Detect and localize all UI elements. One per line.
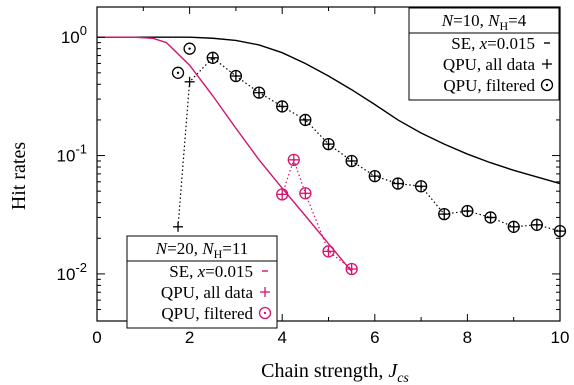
data-point-plus — [173, 221, 184, 232]
data-point-circle — [345, 154, 358, 168]
legend-label: QPU, all data — [443, 55, 536, 74]
data-point-circle — [252, 86, 266, 99]
data-point-circle — [229, 69, 243, 83]
legend-n10: N=10, NH=4SE, x=0.015 QPU, all data QPU, f… — [408, 7, 560, 101]
data-point-circle — [183, 42, 196, 55]
legend-circle-sample — [258, 306, 272, 320]
series-2-2 — [277, 154, 357, 275]
y-tick-label: 10-2 — [57, 260, 87, 284]
x-tick-label: 0 — [92, 328, 101, 347]
data-point-circle — [530, 218, 543, 231]
data-point-circle — [507, 220, 520, 233]
data-point-circle — [171, 66, 185, 79]
series-line — [97, 36, 561, 185]
legend-circle-sample — [540, 78, 554, 92]
data-point-plus — [184, 76, 195, 87]
legend-box — [126, 235, 278, 329]
data-point-circle — [438, 207, 451, 221]
x-axis-title: Chain strength, Jcs — [261, 360, 409, 385]
data-layer — [97, 36, 567, 276]
data-point-circle — [299, 113, 312, 127]
data-point-circle — [322, 245, 335, 258]
series-1-3 — [171, 42, 567, 238]
series-line — [97, 36, 353, 272]
x-tick-label: 4 — [277, 328, 286, 347]
legend-label: SE, x=0.015 — [169, 262, 253, 281]
y-tick-label: 10-1 — [57, 142, 87, 166]
data-point-circle — [391, 177, 405, 190]
series-2-3 — [276, 153, 358, 276]
axes-layer: 0 2 4 6 8 10 100 10-1 10-2 — [57, 6, 570, 347]
series-group-2 — [97, 36, 358, 276]
data-point-circle — [484, 211, 497, 224]
data-point-circle — [322, 137, 335, 151]
legend-label: QPU, filtered — [161, 304, 253, 323]
legend-box — [408, 7, 560, 101]
data-point-circle — [276, 100, 289, 113]
legend-plus-sample — [542, 59, 552, 69]
series-group-1 — [97, 36, 567, 238]
x-tick-label: 8 — [463, 328, 472, 347]
legend-title: N=10, NH=4 — [441, 11, 527, 33]
x-axis-title-text: Chain strength, — [261, 360, 388, 382]
legend-title: N=20, NH=11 — [155, 239, 248, 261]
data-point-circle — [461, 204, 474, 218]
legend-label: QPU, filtered — [443, 76, 535, 95]
x-tick-label: 6 — [370, 328, 379, 347]
x-tick-label: 10 — [551, 328, 570, 347]
data-point-circle — [414, 180, 428, 193]
data-point-circle — [206, 51, 219, 64]
data-point-circle — [345, 262, 358, 276]
y-axis-title: Hit rates — [8, 142, 30, 211]
legend-label: SE, x=0.015 — [451, 34, 535, 53]
series-line — [281, 157, 353, 270]
series-1-1 — [97, 36, 561, 185]
data-point-circle — [287, 153, 300, 166]
series-2-1 — [97, 36, 353, 272]
x-axis-title-var: J — [388, 360, 398, 382]
y-tick-label: 100 — [61, 23, 87, 47]
x-tick-label: 2 — [185, 328, 194, 347]
data-point-circle — [276, 188, 289, 201]
legend-label: QPU, all data — [161, 283, 254, 302]
data-point-circle — [299, 187, 312, 200]
legend-plus-sample — [260, 287, 270, 297]
x-axis-title-sub: cs — [397, 371, 409, 385]
data-point-circle — [368, 169, 381, 183]
